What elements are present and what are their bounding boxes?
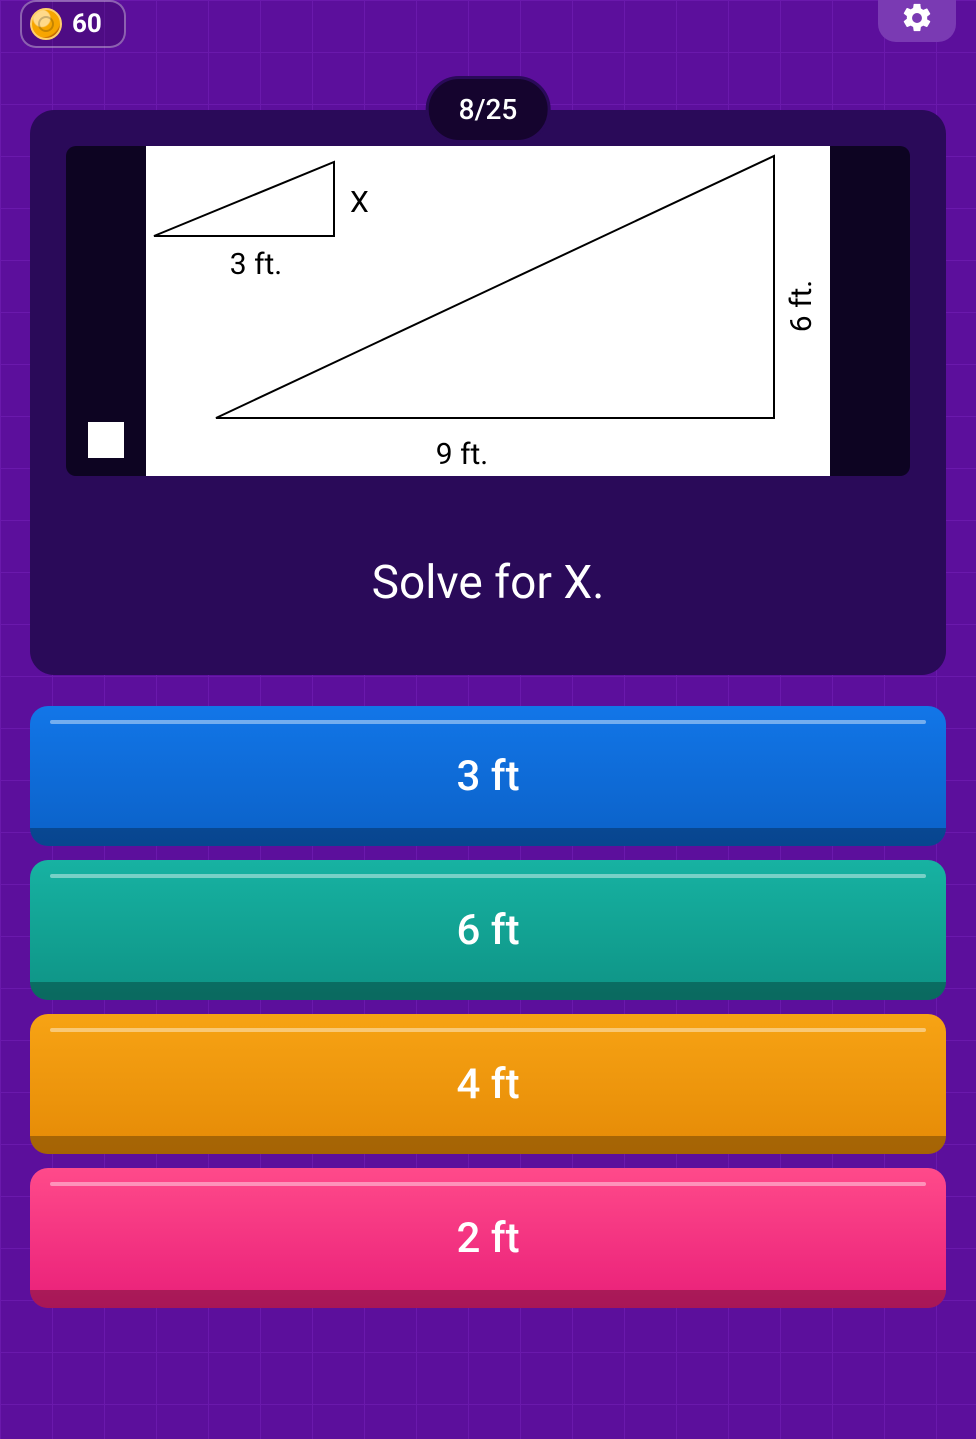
zoom-button[interactable] xyxy=(84,418,128,462)
question-card: 8/25 3 ft. X 9 ft. 6 ft. Solve for X. xyxy=(30,110,946,675)
progress-pill: 8/25 xyxy=(426,76,551,143)
answer-label: 2 ft xyxy=(456,1214,519,1263)
answer-label: 6 ft xyxy=(456,906,519,955)
progress-text: 8/25 xyxy=(459,93,518,126)
svg-text:X: X xyxy=(350,185,369,220)
answer-option-0[interactable]: 3 ft xyxy=(30,706,946,846)
score-value: 60 xyxy=(72,9,102,39)
question-prompt: Solve for X. xyxy=(372,556,605,610)
coin-icon xyxy=(30,8,62,40)
answer-option-2[interactable]: 4 ft xyxy=(30,1014,946,1154)
answer-option-3[interactable]: 2 ft xyxy=(30,1168,946,1308)
question-figure[interactable]: 3 ft. X 9 ft. 6 ft. xyxy=(66,146,910,476)
svg-text:6 ft.: 6 ft. xyxy=(784,280,819,332)
top-bar: 60 xyxy=(0,0,976,60)
answer-list: 3 ft 6 ft 4 ft 2 ft xyxy=(30,706,946,1308)
svg-text:9 ft.: 9 ft. xyxy=(436,437,488,472)
score-pill: 60 xyxy=(20,0,126,48)
zoom-in-icon xyxy=(88,422,124,458)
triangles-diagram: 3 ft. X 9 ft. 6 ft. xyxy=(146,146,830,476)
answer-option-1[interactable]: 6 ft xyxy=(30,860,946,1000)
answer-label: 4 ft xyxy=(456,1060,519,1109)
settings-button[interactable] xyxy=(878,0,956,42)
gear-icon xyxy=(900,1,934,35)
answer-label: 3 ft xyxy=(456,752,519,801)
svg-text:3 ft.: 3 ft. xyxy=(230,247,282,282)
